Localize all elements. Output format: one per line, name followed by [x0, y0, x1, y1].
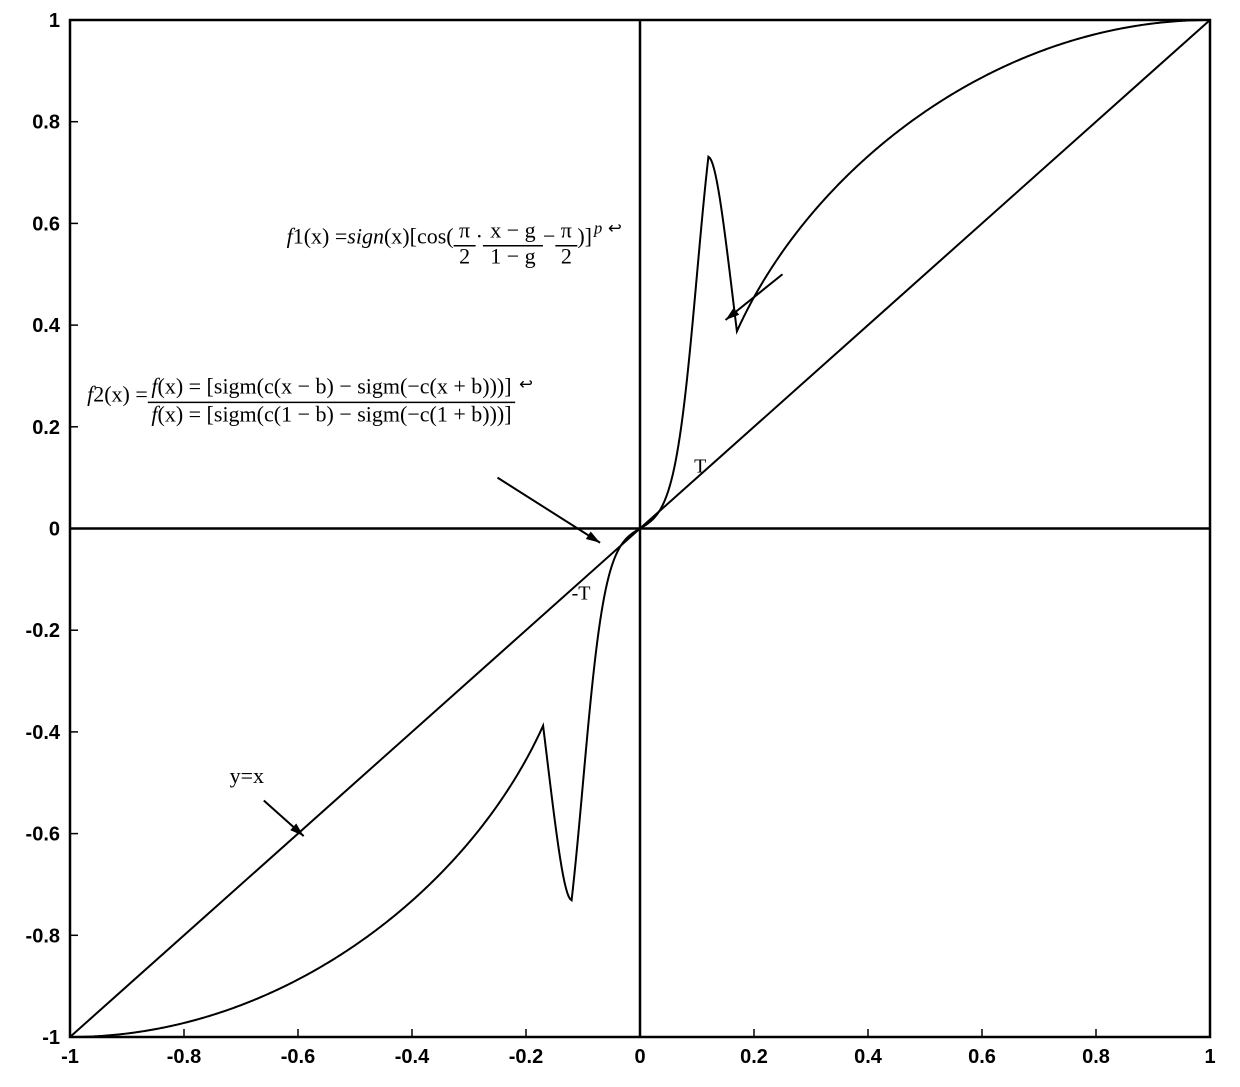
svg-text:0.4: 0.4 — [32, 315, 61, 337]
svg-text:1: 1 — [49, 10, 60, 32]
annotation-T: T — [694, 456, 706, 478]
annotation-minus-T: -T — [572, 583, 591, 605]
svg-text:1: 1 — [1204, 1046, 1215, 1068]
svg-text:2: 2 — [561, 244, 572, 269]
svg-text:-0.4: -0.4 — [26, 722, 61, 744]
svg-text:x − g: x − g — [490, 218, 535, 243]
svg-text:1(x) =: 1(x) = — [293, 224, 348, 249]
svg-text:(x)[cos(: (x)[cos( — [384, 224, 454, 249]
svg-text:0: 0 — [49, 519, 60, 541]
svg-text:0.8: 0.8 — [32, 112, 60, 134]
svg-text:0.2: 0.2 — [32, 417, 60, 439]
svg-text:↩: ↩ — [519, 374, 533, 393]
svg-text:-0.6: -0.6 — [281, 1046, 315, 1068]
svg-text:-0.2: -0.2 — [509, 1046, 543, 1068]
annotation-yx: y=x — [230, 763, 264, 788]
svg-text:-0.8: -0.8 — [26, 925, 60, 947]
svg-text:p: p — [593, 219, 602, 238]
svg-text:f(x) = [sigm(c(1 − b) − sigm(−: f(x) = [sigm(c(1 − b) − sigm(−c(1 + b)))… — [151, 401, 511, 426]
svg-text:-0.6: -0.6 — [26, 824, 60, 846]
svg-text:↩: ↩ — [608, 219, 622, 238]
svg-text:-0.8: -0.8 — [167, 1046, 201, 1068]
svg-text:sign: sign — [347, 224, 384, 249]
svg-text:f(x) = [sigm(c(x − b) − sigm(−: f(x) = [sigm(c(x − b) − sigm(−c(x + b)))… — [151, 373, 511, 398]
svg-text:0.4: 0.4 — [854, 1046, 883, 1068]
svg-text:-0.2: -0.2 — [26, 620, 60, 642]
svg-text:-1: -1 — [61, 1046, 79, 1068]
svg-text:-0.4: -0.4 — [395, 1046, 430, 1068]
svg-text:1 − g: 1 − g — [490, 244, 535, 269]
svg-text:−: − — [543, 224, 555, 249]
svg-text:π: π — [561, 218, 572, 243]
svg-text:0.6: 0.6 — [968, 1046, 996, 1068]
svg-text:2: 2 — [459, 244, 470, 269]
svg-text:2(x) =: 2(x) = — [93, 381, 148, 406]
svg-text:0.2: 0.2 — [740, 1046, 768, 1068]
svg-text:π: π — [459, 218, 470, 243]
svg-text:)]: )] — [577, 224, 592, 249]
svg-text:0: 0 — [634, 1046, 645, 1068]
svg-text:0.8: 0.8 — [1082, 1046, 1110, 1068]
chart-svg: -1 -0.8 -0.6 -0.4 -0.2 0 0.2 0.4 0.6 0.8 1 -1 -0.8 -0… — [0, 0, 1240, 1087]
svg-text:·: · — [476, 224, 483, 249]
svg-text:0.6: 0.6 — [32, 213, 60, 235]
svg-text:-1: -1 — [42, 1027, 60, 1049]
